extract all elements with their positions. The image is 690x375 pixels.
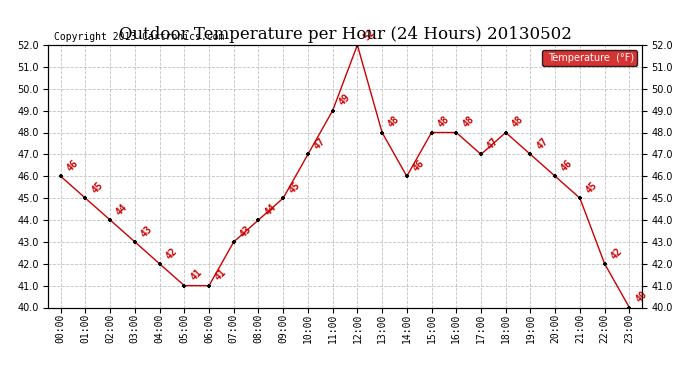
Text: Copyright 2013 Cartronics.com: Copyright 2013 Cartronics.com: [55, 32, 225, 42]
Text: 47: 47: [312, 136, 328, 152]
Point: [599, 261, 610, 267]
Text: 46: 46: [411, 158, 426, 174]
Point: [302, 152, 313, 157]
Point: [550, 173, 561, 179]
Point: [129, 239, 140, 245]
Text: 48: 48: [460, 114, 476, 130]
Point: [574, 195, 585, 201]
Point: [228, 239, 239, 245]
Text: 43: 43: [139, 224, 155, 239]
Point: [277, 195, 288, 201]
Title: Outdoor Temperature per Hour (24 Hours) 20130502: Outdoor Temperature per Hour (24 Hours) …: [119, 27, 571, 44]
Text: 48: 48: [435, 114, 451, 130]
Point: [525, 152, 536, 157]
Point: [327, 108, 338, 114]
Text: 46: 46: [560, 158, 575, 174]
Text: 48: 48: [510, 114, 525, 130]
Text: 47: 47: [535, 136, 550, 152]
Text: 46: 46: [65, 158, 80, 174]
Point: [55, 173, 66, 179]
Point: [377, 129, 388, 135]
Point: [426, 129, 437, 135]
Text: 45: 45: [287, 180, 303, 195]
Text: 49: 49: [337, 93, 352, 108]
Text: 47: 47: [485, 136, 500, 152]
Text: 42: 42: [609, 246, 624, 261]
Point: [352, 42, 363, 48]
Point: [179, 283, 190, 289]
Text: 44: 44: [115, 202, 130, 217]
Point: [80, 195, 91, 201]
Point: [451, 129, 462, 135]
Point: [402, 173, 413, 179]
Point: [154, 261, 165, 267]
Text: 40: 40: [633, 290, 649, 305]
Text: 42: 42: [164, 246, 179, 261]
Text: 45: 45: [90, 180, 105, 195]
Text: 52: 52: [362, 27, 377, 42]
Point: [105, 217, 116, 223]
Text: 41: 41: [213, 267, 228, 283]
Point: [253, 217, 264, 223]
Legend: Temperature  (°F): Temperature (°F): [542, 50, 637, 66]
Text: 45: 45: [584, 180, 600, 195]
Point: [624, 304, 635, 310]
Text: 44: 44: [263, 202, 278, 217]
Text: 43: 43: [238, 224, 253, 239]
Point: [204, 283, 215, 289]
Text: 48: 48: [386, 114, 402, 130]
Text: 41: 41: [188, 267, 204, 283]
Point: [500, 129, 511, 135]
Point: [475, 152, 486, 157]
